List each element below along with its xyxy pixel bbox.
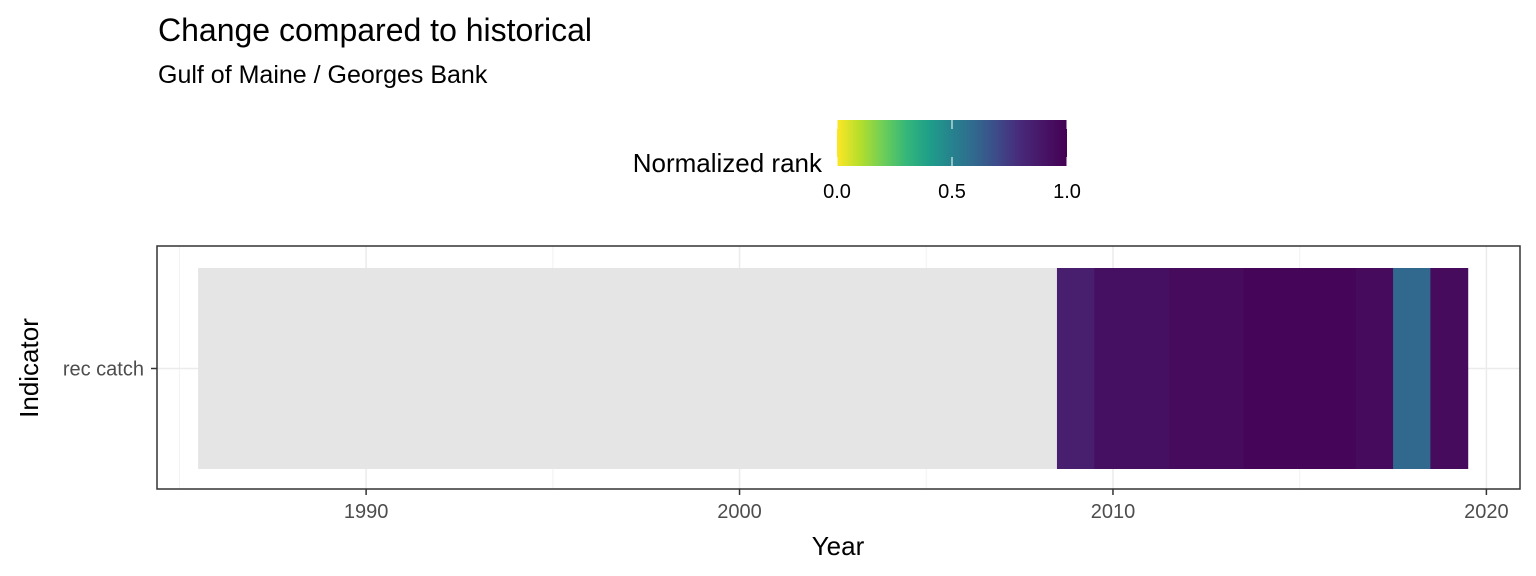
legend-tick-label: 1.0 [1053, 181, 1081, 203]
heatmap-cell-2012 [1168, 268, 1207, 469]
heatmap-cell-2010 [1094, 268, 1133, 469]
heatmap-cell-2015 [1281, 268, 1319, 469]
x-tick-label: 1990 [344, 501, 389, 523]
heatmap-cell-2014 [1243, 268, 1282, 469]
x-tick-label: 2020 [1464, 501, 1509, 523]
legend-tick-label: 0.0 [823, 181, 851, 203]
x-axis: 1990 2000 2010 2020 [344, 489, 1509, 523]
legend-title: Normalized rank [633, 148, 823, 178]
x-tick-label: 2010 [1091, 501, 1136, 523]
missing-data-tile [198, 268, 1057, 469]
y-axis: rec catch [63, 359, 157, 381]
plot-panel [156, 245, 1521, 490]
heatmap-cell-2017 [1355, 268, 1394, 469]
heatmap-cells [198, 268, 1469, 469]
heatmap-cell-2013 [1206, 268, 1245, 469]
heatmap-cell-2016 [1318, 268, 1357, 469]
chart-title: Change compared to historical [158, 12, 593, 48]
y-axis-title: Indicator [14, 318, 44, 418]
x-tick-label: 2000 [717, 501, 762, 523]
heatmap-cell-2018 [1393, 268, 1431, 469]
heatmap-cell-2009 [1056, 268, 1095, 469]
heatmap-cell-2011 [1131, 268, 1170, 469]
y-tick-label: rec catch [63, 359, 144, 381]
legend-tick-label: 0.5 [938, 181, 966, 203]
legend: Normalized rank 0.0 0.5 1.0 [633, 120, 1081, 203]
chart-subtitle: Gulf of Maine / Georges Bank [158, 61, 488, 89]
heatmap-cell-2019 [1430, 268, 1469, 469]
x-axis-title: Year [812, 531, 865, 561]
panel-border [156, 245, 1521, 490]
